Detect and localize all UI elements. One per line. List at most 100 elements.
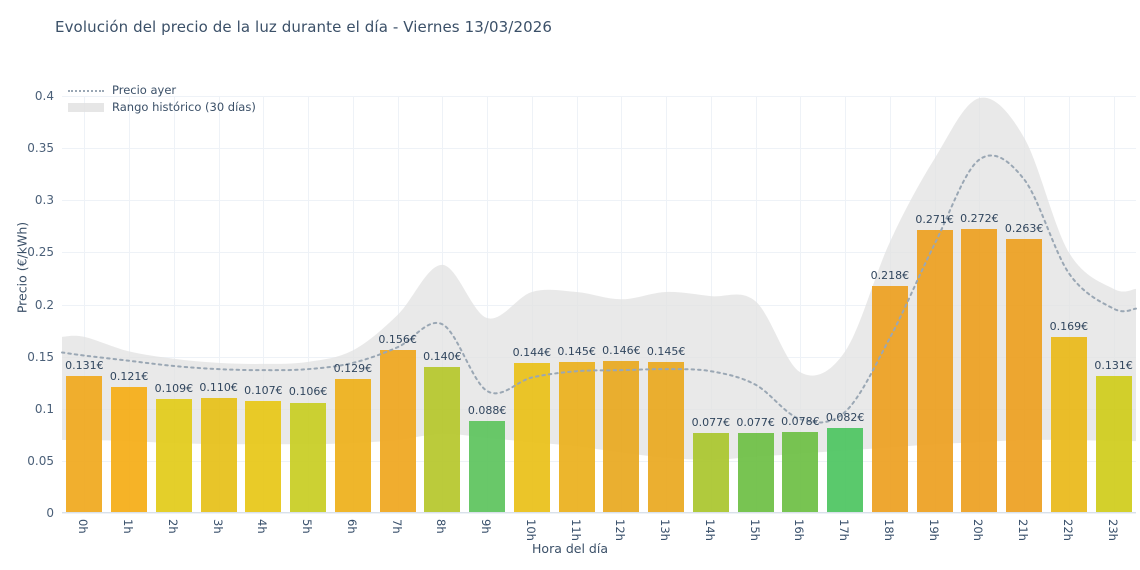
v-gridline xyxy=(353,96,354,513)
h-gridline xyxy=(62,460,1136,462)
x-tick-label: 20h xyxy=(971,519,986,541)
bar-value-label: 0.082€ xyxy=(825,410,865,424)
x-tick-label: 0h xyxy=(76,519,91,534)
bar[interactable] xyxy=(513,362,550,513)
bar[interactable] xyxy=(782,431,819,513)
h-gridline xyxy=(62,148,1136,150)
x-tick-label: 4h xyxy=(255,519,270,534)
x-tick-label: 8h xyxy=(434,519,449,534)
bar[interactable] xyxy=(111,386,148,513)
x-axis-line xyxy=(62,512,1136,513)
bar[interactable] xyxy=(737,432,774,513)
h-gridline xyxy=(62,200,1136,202)
legend-item-rango-historico[interactable]: Rango histórico (30 días) xyxy=(68,99,256,116)
x-tick-label: 14h xyxy=(702,519,717,541)
x-tick-label: 2h xyxy=(165,519,180,534)
range-band-shape xyxy=(62,97,1136,460)
bar-value-label: 0.106€ xyxy=(288,385,328,399)
bar-value-label: 0.144€ xyxy=(512,345,552,359)
historic-range-band xyxy=(62,97,1136,460)
x-tick-label: 15h xyxy=(747,519,762,541)
bar[interactable] xyxy=(1095,376,1132,513)
x-tick-label: 9h xyxy=(479,519,494,534)
bar[interactable] xyxy=(558,361,595,513)
y-tick-label: 0.3 xyxy=(34,193,54,208)
bar-value-label: 0.146€ xyxy=(602,343,641,357)
bar-value-label: 0.077€ xyxy=(736,415,775,429)
bar[interactable] xyxy=(692,432,729,513)
v-gridline xyxy=(398,96,399,513)
bar[interactable] xyxy=(469,421,506,513)
v-gridline xyxy=(219,96,220,513)
dotted-line-icon xyxy=(68,89,104,92)
chart-legend: Precio ayer Rango histórico (30 días) xyxy=(68,82,256,116)
yesterday-price-line xyxy=(61,154,1137,424)
bar[interactable] xyxy=(871,285,908,513)
bar[interactable] xyxy=(916,230,953,513)
yesterday-line-path xyxy=(61,154,1137,424)
bar-value-label: 0.218€ xyxy=(870,268,910,282)
x-tick-label: 16h xyxy=(792,519,807,541)
h-gridline xyxy=(62,252,1136,254)
bar-value-label: 0.077€ xyxy=(691,415,731,429)
y-tick-label: 0.35 xyxy=(27,141,54,156)
x-axis-title: Hora del día xyxy=(532,541,608,556)
bar[interactable] xyxy=(1006,238,1043,513)
bar[interactable] xyxy=(200,398,237,513)
v-gridline xyxy=(84,96,85,513)
bar-value-label: 0.140€ xyxy=(423,350,462,364)
plot-area: 0.131€ 0.121€ 0.109€ 0.110€ 0.107€ 0.106€ 0.12… xyxy=(61,96,1137,514)
y-tick-label: 0.4 xyxy=(34,89,54,103)
v-gridline xyxy=(800,96,801,513)
bar[interactable] xyxy=(827,427,864,513)
bar[interactable] xyxy=(961,229,998,513)
x-tick-label: 21h xyxy=(1016,519,1031,541)
x-tick-label: 13h xyxy=(658,519,673,541)
y-tick-label: 0 xyxy=(46,506,54,520)
bar-value-label: 0.145€ xyxy=(646,344,686,358)
y-tick-label: 0.05 xyxy=(27,453,54,468)
y-tick-label: 0.2 xyxy=(34,297,54,312)
bar-value-label: 0.121€ xyxy=(109,369,149,383)
bar[interactable] xyxy=(603,360,640,513)
y-tick-label: 0.25 xyxy=(27,245,54,260)
y-tick-label: 0.1 xyxy=(34,401,54,416)
bar[interactable] xyxy=(155,399,192,513)
x-tick-label: 17h xyxy=(837,519,852,541)
bar-value-label: 0.109€ xyxy=(154,382,194,396)
bar-value-label: 0.156€ xyxy=(378,333,417,347)
bar-value-label: 0.145€ xyxy=(557,344,596,358)
bar[interactable] xyxy=(1050,336,1087,513)
bar[interactable] xyxy=(334,378,371,513)
x-tick-label: 6h xyxy=(344,519,359,534)
bar[interactable] xyxy=(648,361,685,513)
x-tick-label: 23h xyxy=(1105,519,1120,541)
v-gridline xyxy=(263,96,264,513)
bar[interactable] xyxy=(424,367,461,513)
bar-value-label: 0.263€ xyxy=(1004,221,1044,235)
bar[interactable] xyxy=(290,402,327,513)
h-gridline xyxy=(62,513,1136,514)
x-tick-label: 19h xyxy=(926,519,941,541)
legend-item-precio-ayer[interactable]: Precio ayer xyxy=(68,82,256,99)
bar-value-label: 0.078€ xyxy=(781,414,820,428)
bar-value-label: 0.131€ xyxy=(1094,359,1133,373)
band-swatch-icon xyxy=(68,103,104,112)
bar-value-label: 0.129€ xyxy=(333,361,373,375)
bar-value-label: 0.131€ xyxy=(65,359,104,373)
x-tick-label: 11h xyxy=(568,519,583,541)
bar[interactable] xyxy=(245,401,282,513)
h-gridline xyxy=(62,96,1136,97)
bar[interactable] xyxy=(66,376,103,513)
bar[interactable] xyxy=(379,350,416,513)
bar-value-label: 0.088€ xyxy=(467,404,507,418)
bar-value-label: 0.271€ xyxy=(915,213,954,227)
chart-title: Evolución del precio de la luz durante e… xyxy=(55,18,553,36)
v-gridline xyxy=(129,96,130,513)
legend-label: Rango histórico (30 días) xyxy=(112,100,256,114)
v-gridline xyxy=(174,96,175,513)
x-tick-label: 7h xyxy=(389,519,404,534)
v-gridline xyxy=(308,96,309,513)
legend-label: Precio ayer xyxy=(112,83,177,97)
x-tick-label: 18h xyxy=(881,519,896,541)
